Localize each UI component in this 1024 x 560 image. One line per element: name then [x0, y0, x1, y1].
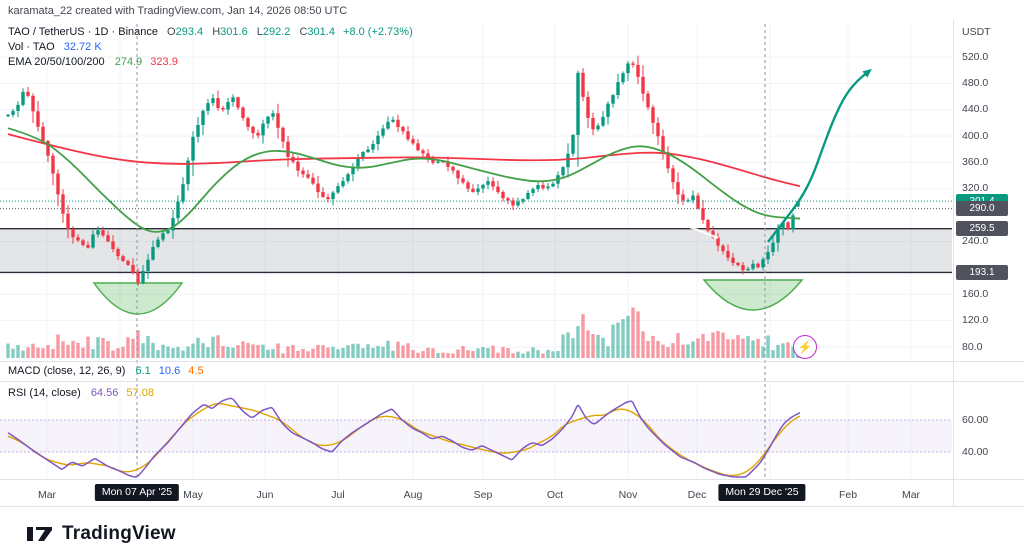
- close-value: 301.4: [307, 26, 335, 38]
- rsi-value: 64.56: [90, 387, 119, 399]
- footer: TradingView: [0, 507, 1024, 560]
- rsi-line: [7, 397, 801, 478]
- time-label: Mar: [37, 489, 57, 501]
- projection-arrow: [767, 68, 872, 243]
- rsi-ma-value: 57.08: [126, 387, 154, 399]
- open-value: 293.4: [175, 26, 204, 38]
- rsi-tick-label: 60.00: [962, 413, 989, 426]
- ema-value-2: 323.9: [150, 56, 178, 68]
- attribution-text: karamata_22 created with TradingView.com…: [8, 5, 348, 17]
- accumulation-arcs: [92, 279, 804, 315]
- tradingview-logo-icon[interactable]: [27, 522, 53, 546]
- ema-legend[interactable]: EMA 20/50/100/200 274.9 323.9: [8, 55, 413, 70]
- high-value: 301.6: [220, 26, 248, 38]
- volume-label: Vol · TAO: [8, 41, 55, 53]
- time-label: Aug: [403, 489, 423, 501]
- price-tick-label: 480.0: [962, 76, 989, 89]
- time-label: Nov: [618, 489, 638, 501]
- rsi-pane: [0, 397, 952, 478]
- high-label: H: [212, 26, 221, 38]
- event-date-lines: [136, 24, 766, 478]
- price-tick-label: 160.0: [962, 287, 989, 300]
- rsi-tick-label: 40.00: [962, 445, 989, 458]
- price-badge: 290.0: [956, 201, 1008, 217]
- ema-lines: [7, 127, 801, 233]
- macd-label: MACD (close, 12, 26, 9): [8, 365, 126, 377]
- lightning-icon: ⚡: [797, 340, 813, 354]
- change-value: +8.0 (+2.73%): [343, 26, 413, 38]
- volume-legend[interactable]: Vol · TAO 32.72 K: [8, 40, 413, 55]
- price-tick-label: 240.0: [962, 235, 989, 248]
- time-label: Jul: [331, 489, 345, 501]
- price-tick-label: 400.0: [962, 129, 989, 142]
- macd-legend[interactable]: MACD (close, 12, 26, 9) 6.1 10.6 4.5: [8, 365, 204, 377]
- time-label: May: [183, 489, 203, 501]
- close-label: C: [299, 26, 308, 38]
- time-label: Dec: [687, 489, 707, 501]
- price-tick-label: 320.0: [962, 182, 989, 195]
- price-badge: 259.5: [956, 221, 1008, 237]
- low-label: L: [256, 26, 263, 38]
- price-tick-label: 520.0: [962, 50, 989, 63]
- ema-value-1: 274.9: [114, 56, 143, 68]
- macd-value-2: 10.6: [158, 365, 181, 377]
- grid-lines: [0, 24, 952, 478]
- ema-green-line: [7, 127, 801, 233]
- rsi-label: RSI (14, close): [8, 387, 81, 399]
- price-tick-label: 120.0: [962, 314, 989, 327]
- low-value: 292.2: [262, 26, 291, 38]
- time-label: Feb: [838, 489, 858, 501]
- macd-value-1: 6.1: [135, 365, 151, 377]
- volume-series: [6, 307, 800, 358]
- price-tick-label: 80.0: [962, 340, 983, 353]
- time-label: Sep: [473, 489, 493, 501]
- price-axis-unit: USDT: [962, 26, 991, 38]
- time-badge: Mon 07 Apr '25: [94, 484, 180, 501]
- macd-value-3: 4.5: [188, 365, 204, 377]
- ema-red-line: [7, 133, 801, 188]
- price-tick-label: 440.0: [962, 103, 989, 116]
- ema-label: EMA 20/50/100/200: [8, 56, 105, 68]
- time-label: Jun: [256, 489, 274, 501]
- symbol-legend[interactable]: TAO / TetherUS · 1D · Binance O293.4 H30…: [8, 25, 413, 40]
- boost-button[interactable]: ⚡: [793, 335, 817, 359]
- time-label: Oct: [546, 489, 564, 501]
- price-badge: 193.1: [956, 264, 1008, 280]
- white-trendline: [671, 218, 719, 240]
- time-label: Mar: [901, 489, 921, 501]
- rsi-legend[interactable]: RSI (14, close) 64.56 57.08: [8, 387, 154, 399]
- time-badge: Mon 29 Dec '25: [718, 484, 806, 501]
- tradingview-wordmark[interactable]: TradingView: [62, 522, 176, 544]
- open-label: O: [167, 26, 176, 38]
- symbol-title: TAO / TetherUS · 1D · Binance: [8, 26, 158, 38]
- price-tick-label: 360.0: [962, 155, 989, 168]
- chart-legend: TAO / TetherUS · 1D · Binance O293.4 H30…: [8, 25, 413, 70]
- support-zone: [0, 208, 952, 274]
- pane-separators: [0, 20, 1024, 507]
- volume-value: 32.72 K: [63, 41, 102, 53]
